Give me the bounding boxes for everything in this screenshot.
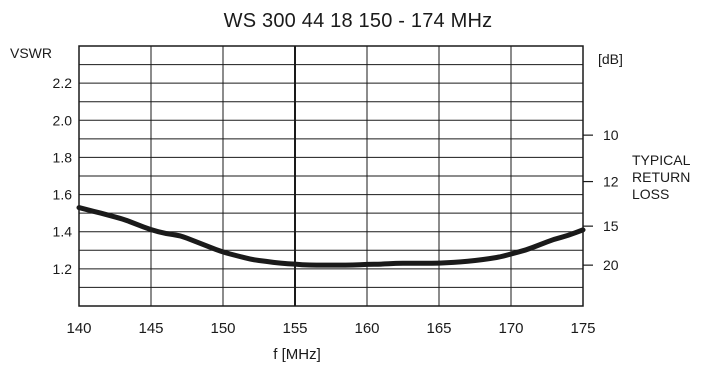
x-tick-label: 150 bbox=[210, 320, 235, 337]
y-tick-label: 2.0 bbox=[53, 112, 73, 128]
plot-frame bbox=[78, 45, 584, 307]
x-tick-label: 140 bbox=[66, 320, 91, 337]
y-tick-label: 1.8 bbox=[53, 149, 73, 165]
x-tick-labels: 140 145 150 155 160 165 170 175 bbox=[66, 320, 595, 337]
y2-caption-line: LOSS bbox=[632, 186, 669, 202]
y2-tick-label: 20 bbox=[603, 257, 619, 273]
x-tick-label: 170 bbox=[498, 320, 523, 337]
y2-tick-labels: 10 12 15 20 bbox=[583, 127, 619, 273]
y-tick-label: 1.2 bbox=[53, 261, 73, 277]
chart-title: WS 300 44 18 150 - 174 MHz bbox=[223, 10, 493, 32]
x-tick-label: 165 bbox=[426, 320, 451, 337]
y-tick-label: 1.6 bbox=[53, 187, 73, 203]
y2-axis-label: [dB] bbox=[598, 51, 623, 67]
series-layer bbox=[76, 205, 586, 268]
y2-tick-label: 15 bbox=[603, 218, 619, 234]
x-tick-label: 160 bbox=[354, 320, 379, 337]
y-tick-label: 1.4 bbox=[53, 224, 73, 240]
y-axis-label: VSWR bbox=[10, 45, 52, 61]
y-tick-labels: 1.2 1.4 1.6 1.8 2.0 2.2 bbox=[53, 75, 73, 277]
x-tick-label: 145 bbox=[138, 320, 163, 337]
y-tick-label: 2.2 bbox=[53, 75, 73, 91]
x-tick-label: 175 bbox=[570, 320, 595, 337]
vswr-series-line bbox=[76, 205, 586, 268]
x-axis-label: f [MHz] bbox=[273, 346, 321, 363]
y2-tick-label: 10 bbox=[603, 127, 619, 143]
y2-caption-line: TYPICAL bbox=[632, 152, 691, 168]
x-tick-label: 155 bbox=[282, 320, 307, 337]
y2-tick-label: 12 bbox=[603, 174, 619, 190]
y2-caption-line: RETURN bbox=[632, 169, 690, 185]
